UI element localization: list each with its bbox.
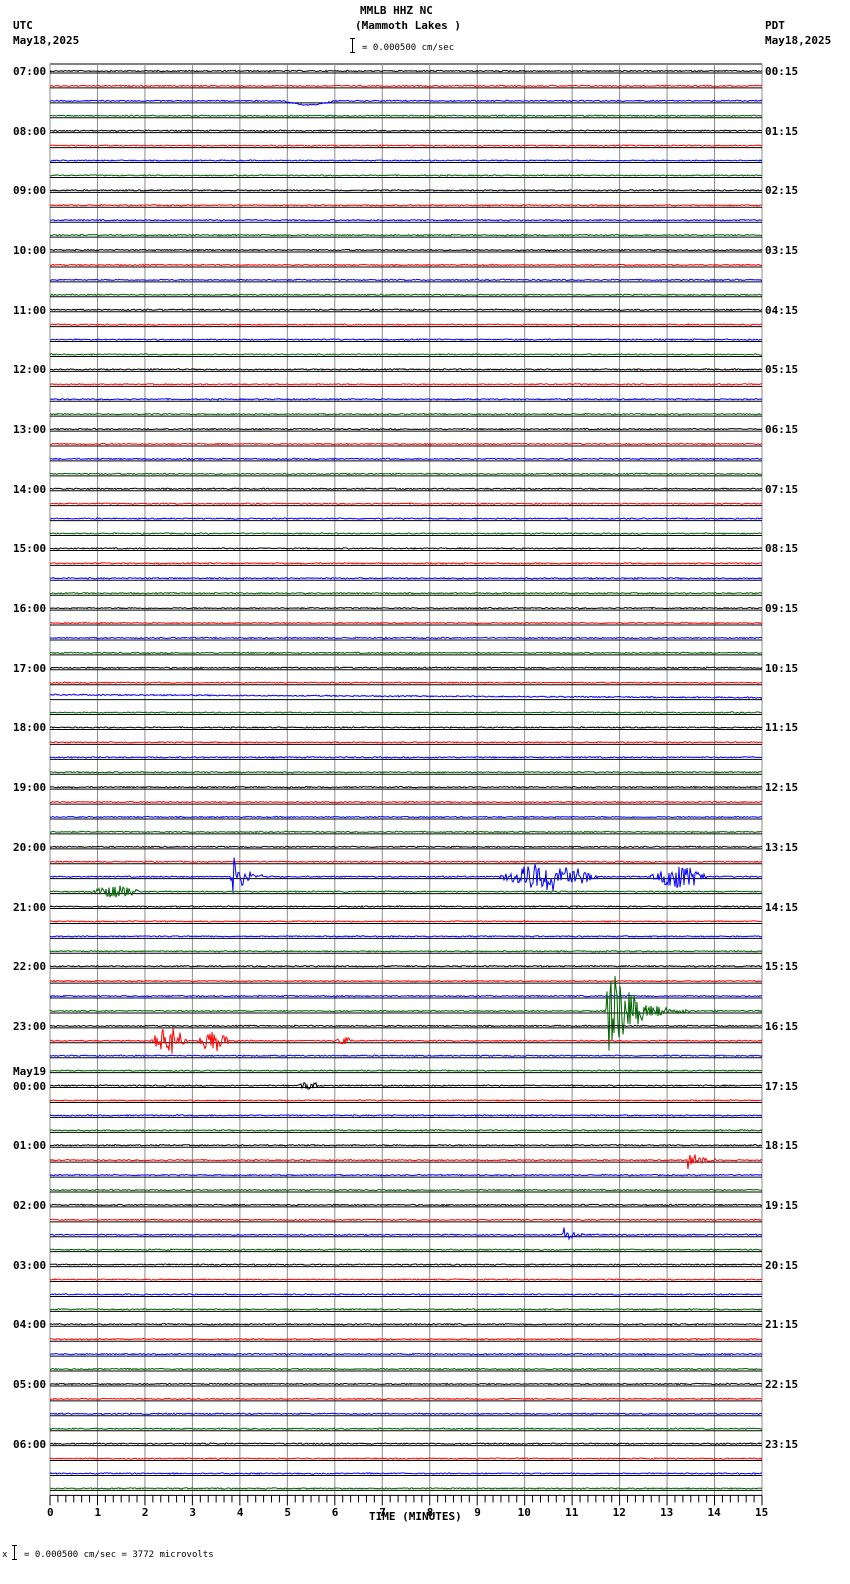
right-hour-label: 17:15 bbox=[765, 1079, 799, 1093]
right-hour-label: 19:15 bbox=[765, 1198, 799, 1212]
left-hour-label: 09:00 bbox=[13, 184, 47, 198]
x-tick-label: 12 bbox=[612, 1506, 626, 1520]
right-hour-label: 20:15 bbox=[765, 1258, 799, 1272]
left-hour-label: 19:00 bbox=[13, 781, 47, 795]
footer-scale-text: = 0.000500 cm/sec = 3772 microvolts bbox=[24, 1550, 214, 1560]
left-hour-label: 13:00 bbox=[13, 423, 47, 437]
right-hour-label: 22:15 bbox=[765, 1377, 799, 1391]
footer-scale-prefix: x bbox=[2, 1550, 8, 1560]
x-tick-label: 3 bbox=[189, 1506, 197, 1520]
right-hour-label: 10:15 bbox=[765, 661, 799, 675]
footer-scale-bar-icon bbox=[12, 1545, 17, 1560]
right-hour-label: 21:15 bbox=[765, 1318, 799, 1332]
x-tick-label: 6 bbox=[331, 1506, 339, 1520]
left-hour-label: 05:00 bbox=[13, 1377, 47, 1391]
right-hour-label: 04:15 bbox=[765, 303, 799, 317]
x-axis-label: TIME (MINUTES) bbox=[369, 1510, 462, 1523]
x-tick-label: 15 bbox=[755, 1506, 769, 1520]
left-hour-label: 00:00 bbox=[13, 1079, 47, 1093]
left-hour-label: 07:00 bbox=[13, 65, 47, 78]
left-hour-label: 06:00 bbox=[13, 1437, 47, 1451]
station-location: (Mammoth Lakes ) bbox=[355, 19, 461, 32]
right-hour-label: 11:15 bbox=[765, 721, 799, 735]
right-hour-label: 13:15 bbox=[765, 840, 799, 854]
scale-bar-icon bbox=[350, 38, 355, 53]
right-hour-label: 02:15 bbox=[765, 184, 799, 198]
right-hour-label: 08:15 bbox=[765, 542, 799, 556]
right-hour-label: 23:15 bbox=[765, 1437, 799, 1451]
left-hour-label: 01:00 bbox=[13, 1139, 47, 1153]
left-hour-label: 11:00 bbox=[13, 303, 47, 317]
right-hour-label: 18:15 bbox=[765, 1139, 799, 1153]
right-hour-label: 14:15 bbox=[765, 900, 799, 914]
left-hour-label: 20:00 bbox=[13, 840, 47, 854]
right-hour-label: 00:15 bbox=[765, 65, 799, 78]
right-timezone: PDT bbox=[765, 19, 785, 32]
right-hour-label: 15:15 bbox=[765, 960, 799, 974]
left-hour-label: 23:00 bbox=[13, 1019, 47, 1033]
x-tick-label: 8 bbox=[426, 1506, 434, 1520]
right-hour-label: 01:15 bbox=[765, 124, 799, 138]
x-tick-label: 4 bbox=[236, 1506, 244, 1520]
x-tick-label: 14 bbox=[707, 1506, 721, 1520]
right-hour-label: 05:15 bbox=[765, 363, 799, 377]
left-hour-label: 10:00 bbox=[13, 244, 47, 258]
station-title: MMLB HHZ NC bbox=[360, 4, 433, 17]
x-tick-label: 1 bbox=[94, 1506, 102, 1520]
left-hour-label: 21:00 bbox=[13, 900, 47, 914]
x-tick-label: 0 bbox=[47, 1506, 54, 1520]
right-hour-label: 07:15 bbox=[765, 482, 799, 496]
left-hour-label: 02:00 bbox=[13, 1198, 47, 1212]
right-hour-label: 09:15 bbox=[765, 602, 799, 616]
left-hour-label: 15:00 bbox=[13, 542, 47, 556]
x-tick-label: 9 bbox=[474, 1506, 481, 1520]
x-tick-label: 2 bbox=[141, 1506, 149, 1520]
left-hour-label: 22:00 bbox=[13, 960, 47, 974]
left-hour-label: 08:00 bbox=[13, 124, 47, 138]
x-tick-label: 7 bbox=[379, 1506, 386, 1520]
left-hour-label: 12:00 bbox=[13, 363, 47, 377]
scale-text: = 0.000500 cm/sec bbox=[362, 43, 455, 53]
left-date: May18,2025 bbox=[13, 34, 80, 47]
left-hour-label: 17:00 bbox=[13, 661, 47, 675]
right-hour-label: 06:15 bbox=[765, 423, 799, 437]
x-tick-label: 10 bbox=[517, 1506, 531, 1520]
right-hour-label: 12:15 bbox=[765, 781, 799, 795]
left-timezone: UTC bbox=[13, 19, 33, 32]
x-tick-label: 11 bbox=[565, 1506, 579, 1520]
left-hour-label: 03:00 bbox=[13, 1258, 47, 1272]
left-hour-label: 14:00 bbox=[13, 482, 47, 496]
x-tick-label: 13 bbox=[660, 1506, 674, 1520]
right-hour-label: 16:15 bbox=[765, 1019, 799, 1033]
left-hour-label: 18:00 bbox=[13, 721, 47, 735]
right-date: May18,2025 bbox=[765, 34, 832, 47]
left-date-change-label: May19 bbox=[13, 1064, 47, 1078]
x-tick-label: 5 bbox=[284, 1506, 291, 1520]
right-hour-label: 03:15 bbox=[765, 244, 799, 258]
left-hour-label: 16:00 bbox=[13, 602, 47, 616]
left-hour-label: 04:00 bbox=[13, 1318, 47, 1332]
